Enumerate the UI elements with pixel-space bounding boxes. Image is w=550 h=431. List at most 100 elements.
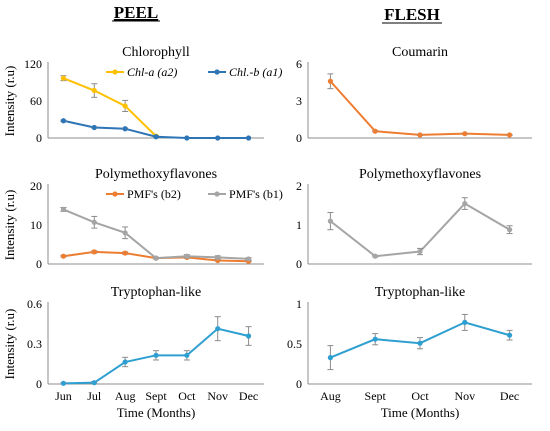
y-tick-label: 10 (30, 218, 42, 232)
x-tick-label: Jul (87, 389, 102, 403)
y-tick-label: 0.3 (27, 337, 42, 351)
data-point (60, 118, 67, 124)
chart-title: Chlorophyll (122, 45, 190, 60)
data-point (91, 87, 97, 94)
data-point (153, 352, 159, 358)
legend-swatch-marker (112, 69, 118, 75)
data-point (153, 134, 159, 140)
x-tick-label: Oct (411, 389, 429, 403)
data-point (91, 380, 97, 386)
chart-title: Polymethoxyflavones (95, 167, 217, 182)
data-point (245, 333, 252, 339)
y-tick-label: 2 (296, 179, 302, 193)
data-point (417, 132, 423, 138)
data-point (245, 256, 252, 262)
data-point (122, 103, 128, 109)
series-line (329, 80, 510, 136)
y-tick-label: 1 (296, 218, 302, 232)
y-tick-label: 1 (296, 297, 302, 311)
data-point (245, 135, 252, 141)
flesh-header: FLESH (384, 5, 440, 24)
y-tick-label: 0.5 (287, 337, 302, 351)
series-1 (60, 118, 252, 141)
x-tick-label: Nov (454, 389, 475, 403)
x-axis-label: Time (Months) (117, 405, 196, 420)
y-tick-label: 0 (296, 131, 302, 145)
x-tick-label: Nov (207, 389, 228, 403)
legend-swatch-marker (214, 69, 220, 75)
chart-title: Tryptophan-like (111, 285, 201, 300)
data-point (327, 355, 333, 361)
x-tick-label: Oct (178, 389, 196, 403)
x-tick-label: Dec (500, 389, 519, 403)
data-point (91, 124, 97, 131)
y-tick-label: 0 (36, 131, 42, 145)
x-tick-label: Jun (55, 389, 72, 403)
series-0 (60, 75, 159, 139)
chart-title: Polymethoxyflavones (359, 167, 481, 182)
y-axis-label: Intensity (r.u) (2, 309, 17, 380)
data-point (327, 218, 333, 224)
y-axis-label: Intensity (r.u) (2, 190, 17, 261)
data-point (91, 219, 97, 225)
data-point (91, 249, 97, 255)
y-tick-label: 0 (36, 377, 42, 391)
chart-title: Coumarin (392, 45, 448, 60)
data-point (60, 380, 67, 386)
data-point (122, 250, 128, 256)
y-axis-label: Intensity (r.u) (2, 66, 17, 137)
legend-swatch-marker (214, 191, 220, 197)
data-point (372, 253, 378, 259)
data-point (462, 131, 468, 137)
data-point (372, 128, 378, 134)
data-point (122, 126, 128, 132)
y-tick-label: 20 (30, 179, 42, 193)
peel-header: PEEL (114, 3, 158, 22)
data-point (60, 75, 67, 81)
data-point (507, 332, 513, 338)
flesh-coumarin-panel: Coumarin 0 3 6 (296, 45, 532, 145)
series-0 (60, 316, 252, 386)
data-point (215, 254, 221, 260)
x-tick-label: Sept (145, 389, 167, 403)
y-tick-label: 0 (36, 257, 42, 271)
y-tick-label: 6 (296, 57, 302, 71)
y-tick-label: 0 (296, 257, 302, 271)
series-1 (60, 206, 252, 262)
peel-pmf-panel: Polymethoxyflavones 0 10 20 Intensity (r.u) P… (2, 167, 283, 271)
data-point (184, 352, 190, 358)
peel-chlorophyll-panel: Chlorophyll 0 60 120 Intensity (r.u) Chl-a (a… (2, 45, 282, 145)
series-0 (327, 313, 513, 371)
series-line (63, 77, 157, 137)
data-point (507, 227, 513, 233)
legend-entry: Chl-a (a2) (127, 65, 177, 79)
data-point (60, 206, 67, 212)
data-point (327, 78, 333, 84)
peel-tryptophan-panel: Tryptophan-like 0 0.3 0.6 Jun Jul Aug Sept Oct No… (2, 285, 264, 420)
data-point (122, 230, 128, 236)
chart-title: Tryptophan-like (375, 285, 465, 300)
x-tick-label: Aug (320, 389, 341, 403)
data-point (372, 336, 378, 342)
legend-swatch-marker (112, 191, 118, 197)
data-point (215, 326, 221, 332)
y-tick-label: 3 (296, 94, 302, 108)
data-point (60, 253, 67, 259)
legend-entry: PMF's (b2) (127, 187, 181, 201)
data-point (417, 340, 423, 346)
x-tick-label: Sept (365, 389, 387, 403)
legend: PMF's (b2) PMF's (b1) (106, 187, 283, 201)
series-0 (327, 197, 513, 259)
flesh-tryptophan-panel: Tryptophan-like 0 0.5 1 Aug Sept Oct Nov Dec Time… (287, 285, 532, 420)
data-point (507, 132, 513, 138)
y-tick-label: 120 (24, 57, 42, 71)
data-point (215, 135, 221, 141)
x-axis-label: Time (Months) (381, 405, 460, 420)
data-point (184, 253, 190, 259)
data-point (462, 319, 468, 325)
legend-entry: Chl.-b (a1) (229, 65, 282, 79)
series-0 (327, 73, 513, 138)
data-point (417, 248, 423, 255)
